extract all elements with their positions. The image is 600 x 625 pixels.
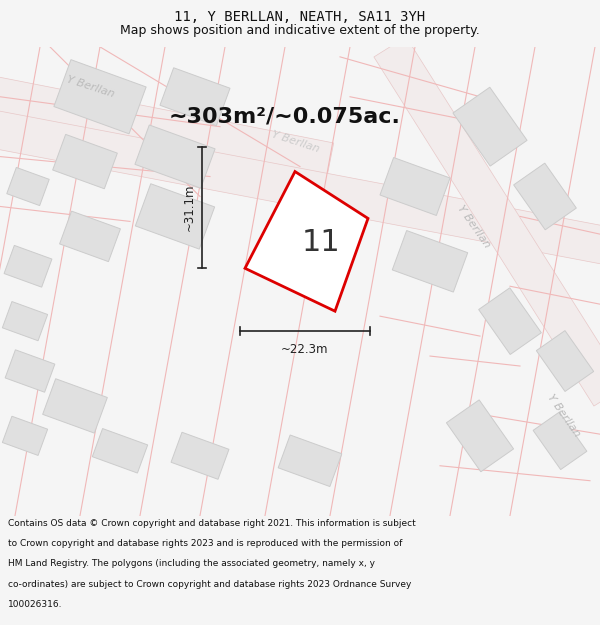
- Polygon shape: [392, 231, 468, 292]
- Polygon shape: [278, 435, 342, 486]
- Text: 11: 11: [301, 228, 340, 257]
- Text: 100026316.: 100026316.: [8, 600, 62, 609]
- Text: Map shows position and indicative extent of the property.: Map shows position and indicative extent…: [120, 24, 480, 36]
- Text: Y Berllan: Y Berllan: [65, 74, 115, 99]
- Text: Y Berllan: Y Berllan: [545, 392, 581, 439]
- Text: co-ordinates) are subject to Crown copyright and database rights 2023 Ordnance S: co-ordinates) are subject to Crown copyr…: [8, 579, 411, 589]
- Polygon shape: [53, 134, 118, 189]
- Polygon shape: [92, 429, 148, 473]
- Polygon shape: [2, 301, 47, 341]
- Polygon shape: [479, 288, 541, 354]
- Polygon shape: [380, 158, 450, 216]
- Polygon shape: [43, 379, 107, 433]
- Polygon shape: [536, 331, 593, 391]
- Text: 11, Y BERLLAN, NEATH, SA11 3YH: 11, Y BERLLAN, NEATH, SA11 3YH: [175, 10, 425, 24]
- Polygon shape: [0, 68, 334, 180]
- Polygon shape: [135, 125, 215, 188]
- Polygon shape: [374, 37, 600, 406]
- Polygon shape: [4, 246, 52, 287]
- Polygon shape: [0, 108, 600, 265]
- Polygon shape: [171, 432, 229, 479]
- Text: HM Land Registry. The polygons (including the associated geometry, namely x, y: HM Land Registry. The polygons (includin…: [8, 559, 375, 568]
- Text: Contains OS data © Crown copyright and database right 2021. This information is : Contains OS data © Crown copyright and d…: [8, 519, 416, 528]
- Text: ~303m²/~0.075ac.: ~303m²/~0.075ac.: [169, 107, 401, 127]
- Polygon shape: [2, 416, 47, 456]
- Polygon shape: [533, 412, 587, 469]
- Polygon shape: [514, 163, 577, 230]
- Polygon shape: [453, 88, 527, 166]
- Polygon shape: [136, 184, 215, 249]
- Text: to Crown copyright and database rights 2023 and is reproduced with the permissio: to Crown copyright and database rights 2…: [8, 539, 402, 548]
- Text: Y Berllan: Y Berllan: [270, 129, 320, 154]
- Polygon shape: [245, 171, 368, 311]
- Polygon shape: [54, 59, 146, 134]
- Text: ~22.3m: ~22.3m: [281, 343, 329, 356]
- Polygon shape: [59, 211, 121, 262]
- Polygon shape: [7, 168, 49, 206]
- Polygon shape: [160, 68, 230, 126]
- Polygon shape: [446, 400, 514, 472]
- Text: ~31.1m: ~31.1m: [183, 184, 196, 231]
- Text: Y Berllan: Y Berllan: [455, 203, 491, 249]
- Polygon shape: [5, 350, 55, 392]
